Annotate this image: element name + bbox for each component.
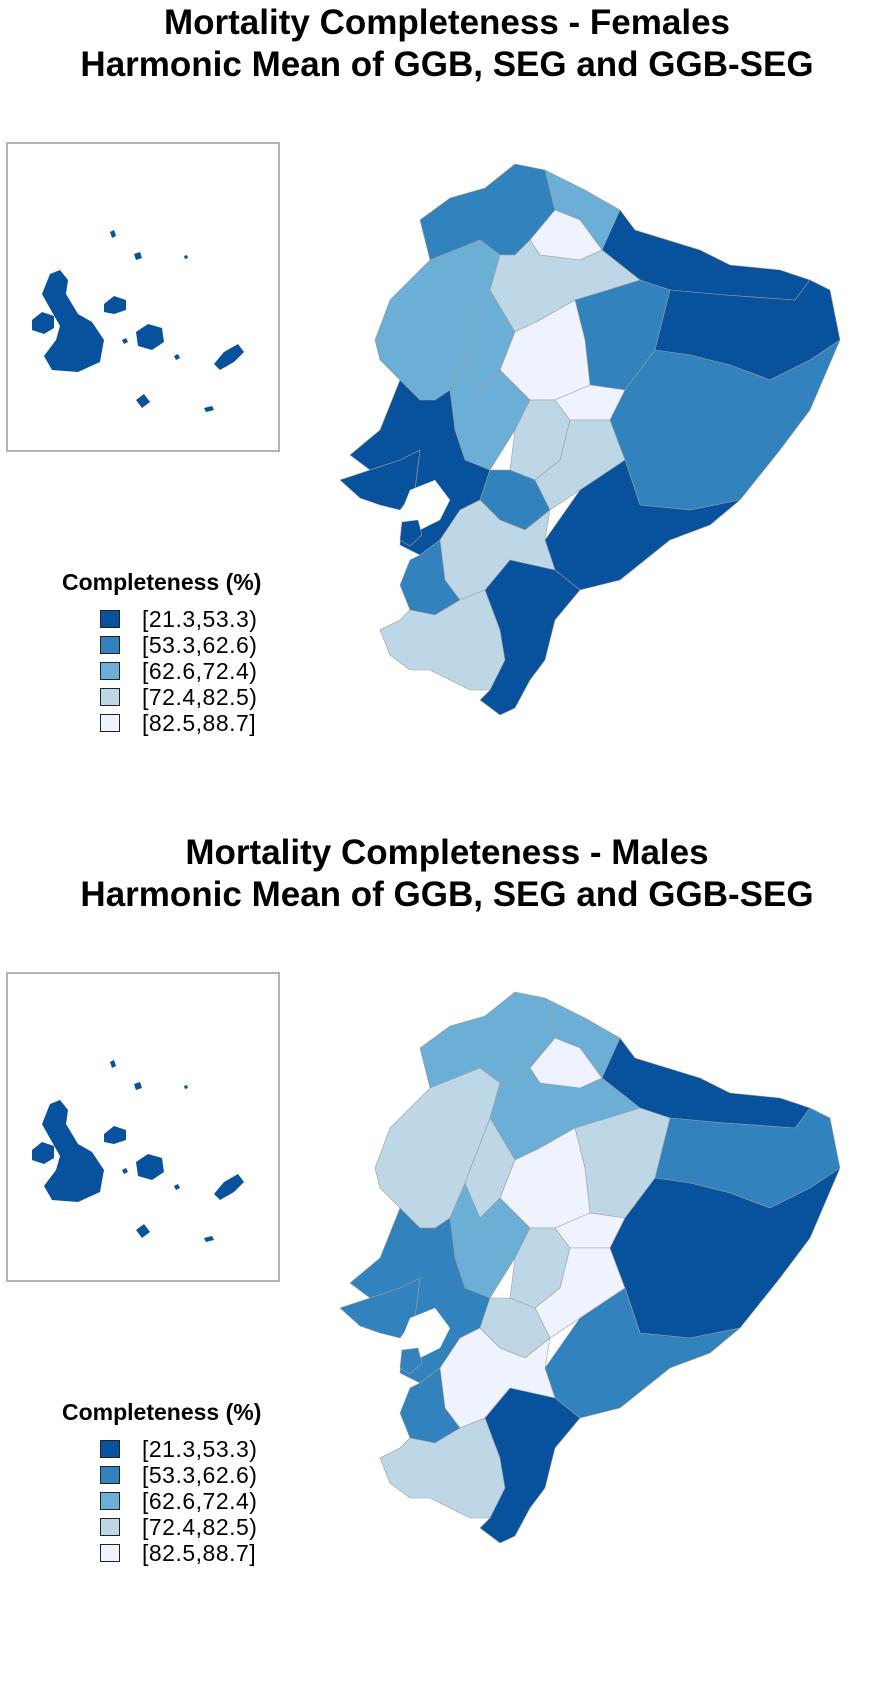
galapagos-santiago <box>104 1126 126 1144</box>
legend-label: [82.5,88.7] <box>142 710 257 736</box>
galapagos-marchena <box>110 1060 116 1068</box>
legend-label: [21.3,53.3) <box>142 606 258 632</box>
galapagos-isla-floreana <box>136 1224 150 1238</box>
legend-row: [62.6,72.4) <box>100 1488 261 1514</box>
gulf-of-guayaquil <box>400 480 450 532</box>
title-line-2: Harmonic Mean of GGB, SEG and GGB-SEG <box>80 875 814 914</box>
legend: Completeness (%) [21.3,53.3) [53.3,62.6)… <box>62 1398 261 1566</box>
legend-label: [62.6,72.4) <box>142 1488 258 1514</box>
legend-row: [72.4,82.5) <box>100 684 261 710</box>
legend-swatch <box>100 1440 120 1458</box>
puna-island <box>399 519 423 547</box>
galapagos-san-cristobal <box>214 344 244 370</box>
galapagos-isla-floreana <box>136 394 150 408</box>
legend-label: [21.3,53.3) <box>142 1436 258 1462</box>
galapagos-santa-fe <box>174 354 180 360</box>
legend-title: Completeness (%) <box>62 569 262 595</box>
galapagos-pinta <box>134 1082 142 1090</box>
galapagos-espanola <box>204 1236 214 1242</box>
galapagos-genovesa <box>184 255 188 259</box>
legend-label: [82.5,88.7] <box>142 1540 257 1566</box>
legend-title: Completeness (%) <box>62 1399 262 1425</box>
galapagos-san-cristobal <box>214 1174 244 1200</box>
legend-swatch <box>100 636 120 654</box>
legend-swatch <box>100 1518 120 1536</box>
legend-label: [53.3,62.6) <box>142 632 258 658</box>
galapagos-pinzon <box>122 1168 128 1174</box>
legend-swatch <box>100 1544 120 1562</box>
legend-label: [72.4,82.5) <box>142 1514 258 1540</box>
legend-row: [21.3,53.3) <box>100 1436 261 1462</box>
map-title: Mortality Completeness - Females Harmoni… <box>0 2 894 86</box>
puna-island <box>399 1347 423 1375</box>
legend-label: [72.4,82.5) <box>142 684 258 710</box>
galapagos-map <box>32 230 244 412</box>
legend-swatch <box>100 662 120 680</box>
legend-swatch <box>100 1492 120 1510</box>
legend-swatch <box>100 1466 120 1484</box>
galapagos-map <box>32 1060 244 1242</box>
galapagos-santa-cruz <box>136 324 164 350</box>
map-title: Mortality Completeness - Males Harmonic … <box>0 832 894 916</box>
title-line-1: Mortality Completeness - Males <box>185 833 709 872</box>
title-line-2: Harmonic Mean of GGB, SEG and GGB-SEG <box>80 45 814 84</box>
galapagos-inset <box>6 972 280 1282</box>
legend-row: [82.5,88.7] <box>100 710 261 736</box>
legend-swatch <box>100 688 120 706</box>
map-panel-males: Mortality Completeness - Males Harmonic … <box>0 833 894 1696</box>
legend-swatch <box>100 714 120 732</box>
galapagos-isabela <box>42 1100 104 1202</box>
ecuador-map <box>340 991 841 1544</box>
gulf-of-guayaquil <box>400 1308 450 1360</box>
galapagos-marchena <box>110 230 116 238</box>
title-line-1: Mortality Completeness - Females <box>164 3 730 42</box>
ecuador-map <box>340 163 841 716</box>
legend-row: [72.4,82.5) <box>100 1514 261 1540</box>
galapagos-santa-cruz <box>136 1154 164 1180</box>
legend-label: [53.3,62.6) <box>142 1462 258 1488</box>
galapagos-inset <box>6 142 280 452</box>
province-zamora-chinchipe <box>479 1387 581 1544</box>
galapagos-espanola <box>204 406 214 412</box>
galapagos-santa-fe <box>174 1184 180 1190</box>
map-panel-females: Mortality Completeness - Females Harmoni… <box>0 0 894 826</box>
galapagos-pinta <box>134 252 142 260</box>
legend: Completeness (%) [21.3,53.3) [53.3,62.6)… <box>62 568 261 736</box>
legend-row: [53.3,62.6) <box>100 1462 261 1488</box>
legend-swatch <box>100 610 120 628</box>
province-pastaza <box>609 1167 841 1339</box>
galapagos-fernandina <box>32 1142 54 1164</box>
legend-row: [82.5,88.7] <box>100 1540 261 1566</box>
galapagos-pinzon <box>122 338 128 344</box>
province-pastaza <box>609 339 841 511</box>
galapagos-genovesa <box>184 1085 188 1089</box>
province-zamora-chinchipe <box>479 559 581 716</box>
galapagos-santiago <box>104 296 126 314</box>
legend-row: [62.6,72.4) <box>100 658 261 684</box>
legend-row: [53.3,62.6) <box>100 632 261 658</box>
legend-row: [21.3,53.3) <box>100 606 261 632</box>
galapagos-isabela <box>42 270 104 372</box>
legend-label: [62.6,72.4) <box>142 658 258 684</box>
galapagos-fernandina <box>32 312 54 334</box>
